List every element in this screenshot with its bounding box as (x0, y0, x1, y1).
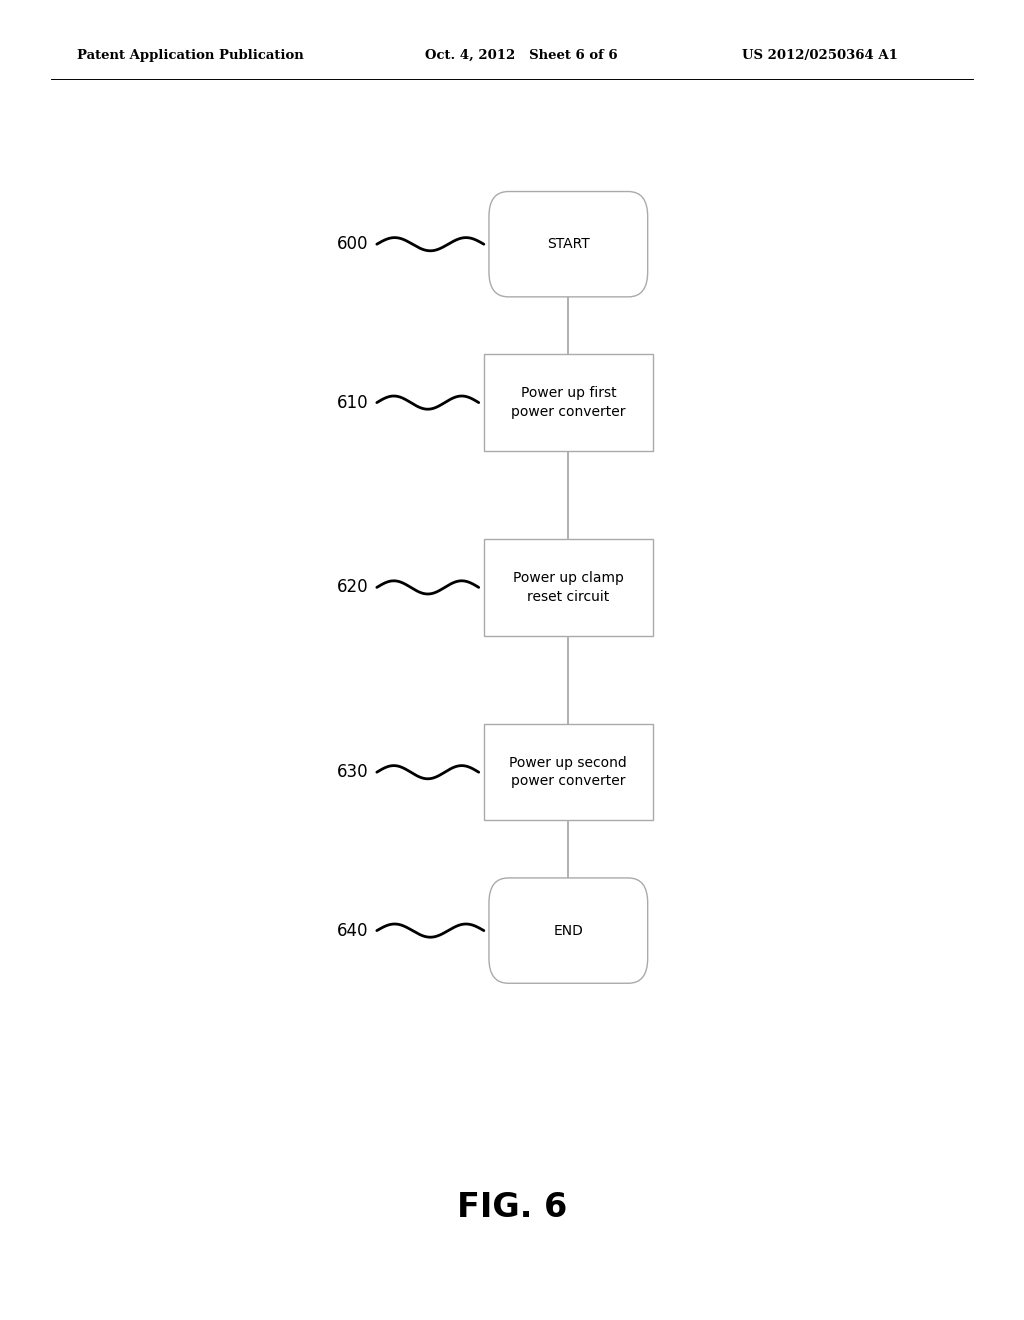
FancyBboxPatch shape (489, 191, 648, 297)
Text: US 2012/0250364 A1: US 2012/0250364 A1 (742, 49, 898, 62)
Text: Power up second
power converter: Power up second power converter (510, 756, 627, 788)
FancyBboxPatch shape (489, 878, 648, 983)
Text: Power up clamp
reset circuit: Power up clamp reset circuit (513, 572, 624, 603)
Text: 640: 640 (337, 921, 369, 940)
FancyBboxPatch shape (484, 723, 653, 820)
Text: Patent Application Publication: Patent Application Publication (77, 49, 303, 62)
Text: FIG. 6: FIG. 6 (457, 1191, 567, 1225)
FancyBboxPatch shape (484, 539, 653, 635)
Text: END: END (553, 924, 584, 937)
FancyBboxPatch shape (484, 355, 653, 451)
Text: 600: 600 (337, 235, 369, 253)
Text: 630: 630 (337, 763, 369, 781)
Text: START: START (547, 238, 590, 251)
Text: 620: 620 (337, 578, 369, 597)
Text: Oct. 4, 2012   Sheet 6 of 6: Oct. 4, 2012 Sheet 6 of 6 (425, 49, 617, 62)
Text: Power up first
power converter: Power up first power converter (511, 387, 626, 418)
Text: 610: 610 (337, 393, 369, 412)
